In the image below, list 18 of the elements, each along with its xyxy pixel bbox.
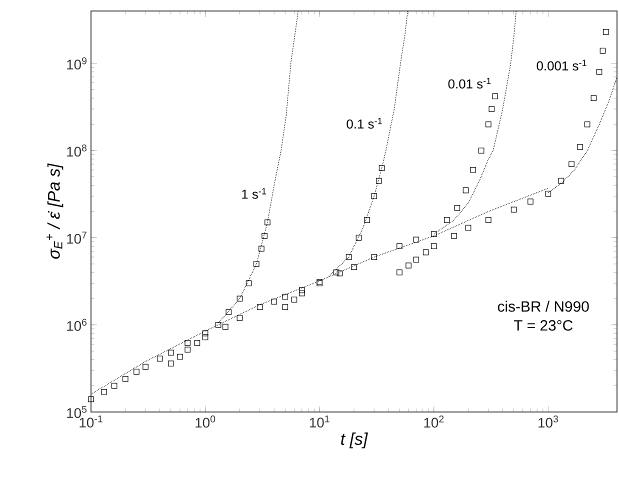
y-tick-label: 10$^{8}$ <box>67 144 87 157</box>
y-tick-label: 10$^{6}$ <box>67 318 87 331</box>
y-tick-label: 10$^{9}$ <box>67 57 87 70</box>
x-tick-label: 10$^{0}$ <box>196 416 216 428</box>
y-tick-label: 10$^{5}$ <box>67 406 87 418</box>
y-tick-label: 10$^{7}$ <box>67 232 86 244</box>
series-label: 1 s$^{-1}$ <box>242 188 266 199</box>
series-label: 0.01 s$^{-1}$ <box>448 78 491 89</box>
x-axis-title: t [s] <box>341 432 368 448</box>
x-tick-label: 10$^{1}$ <box>310 416 330 428</box>
annotation: cis-BR / N990 <box>498 300 589 312</box>
y-axis-title: σ$_{E}$$^{+}$ / ε̇ [Pa s] <box>46 163 64 259</box>
x-tick-label: 10$^{3}$ <box>538 416 558 428</box>
annotation: T = 23°C <box>514 320 573 331</box>
series-label: 0.001 s$^{-1}$ <box>536 60 586 70</box>
text: 0.1 s$^{-1}$ <box>346 118 382 129</box>
x-tick-label: 10$^{-1}$ <box>80 416 102 428</box>
x-tick-label: 10$^{2}$ <box>424 416 444 428</box>
